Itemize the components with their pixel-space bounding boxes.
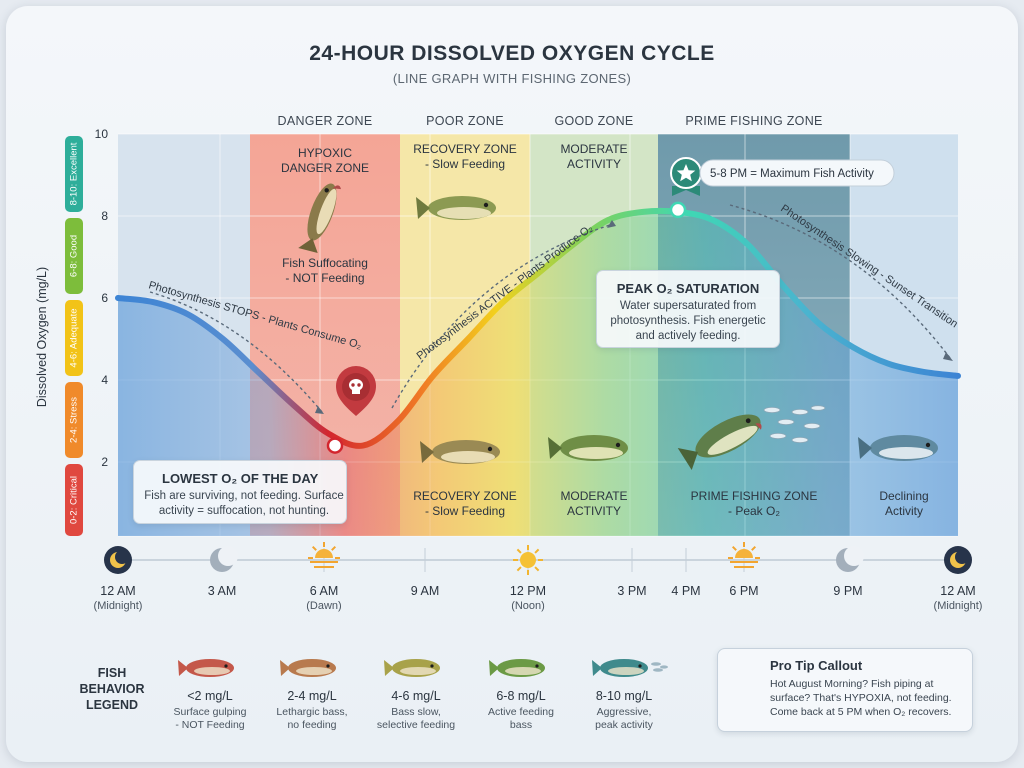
pro-tip-callout: Pro Tip Callout Hot August Morning? Fish…: [717, 648, 973, 732]
timeline-icons: [104, 542, 972, 575]
moon-icon: [104, 546, 132, 574]
legend-fish-icon: [489, 659, 545, 677]
lowest-o2-title: LOWEST O₂ OF THE DAY: [162, 471, 319, 486]
min-point-marker: [326, 437, 344, 454]
time-label-9am: 9 AM: [410, 584, 440, 598]
bass-declining-icon: [858, 435, 938, 461]
time-label-4pm: 4 PM: [671, 584, 701, 598]
peak-point-marker: [669, 201, 687, 219]
time-label-12am-end: 12 AM (Midnight): [933, 584, 983, 612]
legend-fish-icon: [178, 659, 234, 677]
declining-label: Declining Activity: [879, 489, 929, 518]
legend-item-good: 6-8 mg/L Active feeding bass: [488, 689, 554, 731]
legend-fish-icon: [592, 659, 668, 677]
hypoxic-zone-label: HYPOXIC DANGER ZONE: [280, 146, 369, 175]
sunrise-icon: [308, 542, 340, 568]
legend-fish-icons: [178, 659, 668, 677]
active-arrow-head: [607, 220, 616, 228]
max-activity-text: 5-8 PM = Maximum Fish Activity: [710, 168, 874, 180]
y-tick-6: 6: [101, 291, 108, 305]
legend-item-adequate: 4-6 mg/L Bass slow, selective feeding: [376, 689, 456, 731]
baitfish-school-icon: [763, 405, 826, 443]
stops-arrow-head: [315, 406, 324, 414]
pro-tip-title: Pro Tip Callout: [770, 658, 863, 673]
peak-o2-callout: PEAK O₂ SATURATION Water supersaturated …: [596, 270, 780, 348]
slowing-arrow-head: [943, 352, 953, 361]
recovery-top-label: RECOVERY ZONE - Slow Feeding: [413, 142, 517, 171]
crescent-icon: [836, 546, 864, 572]
slowing-arrow: [729, 204, 951, 359]
active-arrow: [391, 224, 611, 409]
y-tick-8: 8: [101, 209, 108, 223]
y-tick-10: 10: [94, 127, 108, 141]
bass-moderate-icon: [548, 435, 628, 461]
chart-title: 24-HOUR DISSOLVED OXYGEN CYCLE: [309, 42, 715, 65]
chart-subtitle: (LINE GRAPH WITH FISHING ZONES): [392, 71, 632, 86]
star-badge-icon: [670, 157, 702, 196]
stops-arrow: [149, 291, 323, 413]
max-activity-callout: [699, 159, 895, 187]
sunset-icon: [728, 542, 760, 568]
band-excellent: 8-10: Excellent: [65, 136, 83, 212]
bass-recovery-bottom-icon: [420, 440, 500, 464]
skull-pin-icon: [336, 366, 376, 416]
oxygen-curve-line: [115, 207, 961, 449]
legend-fish-icon: [384, 659, 440, 677]
time-label-3pm: 3 PM: [617, 584, 647, 598]
time-label-6pm: 6 PM: [729, 584, 759, 598]
legend-fish-icon: [280, 659, 336, 677]
moderate-bottom-label: MODERATE ACTIVITY: [560, 489, 628, 518]
zone-header-prime: PRIME FISHING ZONE: [685, 114, 823, 128]
band-stress: 2-4: Stress: [65, 382, 83, 458]
zone-header-good: GOOD ZONE: [554, 114, 634, 128]
recovery-bottom-label: RECOVERY ZONE - Slow Feeding: [413, 489, 517, 518]
lowest-o2-body: Fish are surviving, not feeding. Surface…: [144, 490, 344, 517]
prime-bottom-label: PRIME FISHING ZONE - Peak O₂: [690, 489, 818, 518]
band-critical: 0-2: Critical: [65, 464, 83, 536]
zone-header-poor: POOR ZONE: [426, 114, 504, 128]
legend-title: FISH BEHAVIOR LEGEND: [79, 666, 145, 712]
time-label-12am: 12 AM (Midnight): [93, 584, 143, 612]
jumping-bass-icon: [298, 183, 341, 254]
peak-o2-body: Water supersaturated from photosynthesis.…: [610, 300, 766, 342]
sun-icon: [513, 545, 543, 575]
pro-tip-body: Hot August Morning? Fish piping at surfac…: [770, 678, 952, 718]
legend-item-stress: 2-4 mg/L Lethargic bass, no feeding: [276, 689, 348, 731]
legend-item-critical: <2 mg/L Surface gulping - NOT Feeding: [173, 689, 247, 731]
zone-header-danger: DANGER ZONE: [277, 114, 373, 128]
crescent-icon: [210, 546, 238, 572]
time-label-6am: 6 AM (Dawn): [306, 584, 342, 612]
time-label-3am: 3 AM: [207, 584, 237, 598]
y-axis-label: Dissolved Oxygen (mg/L): [35, 266, 49, 408]
suffocating-label: Fish Suffocating - NOT Feeding: [282, 256, 368, 285]
time-label-12pm: 12 PM (Noon): [509, 584, 547, 612]
bass-recovery-top-icon: [416, 196, 496, 220]
peak-o2-title: PEAK O₂ SATURATION: [616, 281, 760, 296]
y-tick-4: 4: [101, 373, 108, 387]
band-adequate: 4-6: Adequate: [65, 300, 83, 376]
lowest-o2-callout: LOWEST O₂ OF THE DAY Fish are surviving,…: [133, 460, 347, 524]
legend-item-excellent: 8-10 mg/L Aggressive, peak activity: [595, 689, 653, 731]
y-tick-2: 2: [101, 455, 108, 469]
band-good: 6-8: Good: [65, 218, 83, 294]
moon-icon: [944, 546, 972, 574]
time-label-9pm: 9 PM: [833, 584, 863, 598]
bass-prime-icon: [677, 414, 762, 471]
moderate-top-label: MODERATE ACTIVITY: [560, 142, 628, 171]
